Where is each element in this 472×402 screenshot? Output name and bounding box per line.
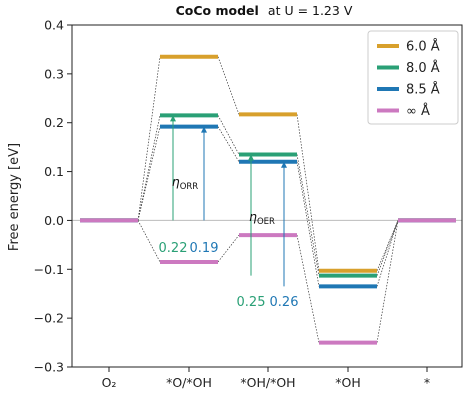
connector-line (296, 154, 320, 276)
connector-line (376, 220, 399, 276)
eta-subscript: OER (257, 217, 275, 227)
y-tick-label: −0.2 (34, 311, 64, 326)
connector-line (137, 220, 161, 263)
legend-entry-label: 8.0 Å (406, 60, 440, 76)
x-tick-label: * (424, 375, 430, 390)
eta-subscript: ORR (180, 182, 199, 192)
y-tick-label: 0.0 (44, 213, 64, 228)
chart-title-rest: at U = 1.23 V (268, 3, 353, 18)
eta-label: ηOER (249, 209, 275, 227)
plot-area: 0.22 0.190.25 0.26ηORRηOER−0.3−0.2−0.10.00… (34, 18, 463, 390)
overpotential-arrowhead (201, 126, 207, 133)
connector-line (376, 220, 399, 287)
y-tick-label: −0.1 (34, 262, 64, 277)
eta-symbol: η (249, 209, 257, 224)
overpotential-value-label: 0.26 (270, 295, 299, 310)
y-tick-label: 0.4 (44, 18, 64, 33)
x-tick-label: *OH/*OH (240, 375, 295, 390)
y-axis-label: Free energy [eV] (7, 143, 22, 251)
eta-symbol: η (172, 174, 180, 189)
y-tick-label: 0.2 (44, 115, 64, 130)
chart-title: CoCo model at U = 1.23 V (176, 0, 353, 19)
legend-frame (367, 30, 459, 125)
svg-text:CoCo model at U = 1.23 V: CoCo model at U = 1.23 V (176, 0, 353, 19)
connector-line (376, 220, 399, 343)
overpotential-value-label: 0.22 (159, 241, 188, 256)
x-tick-label: *OH (335, 375, 361, 390)
x-tick-label: O₂ (102, 375, 117, 390)
connector-line (217, 115, 240, 155)
y-tick-label: −0.3 (34, 360, 64, 375)
connector-line (376, 220, 399, 271)
legend: 6.0 Å 8.0 Å 8.5 Å ∞ Å (367, 30, 459, 125)
connector-line (137, 56, 161, 221)
overpotential-value-label: 0.25 (237, 295, 266, 310)
chart-title-bold: CoCo model (176, 3, 259, 18)
y-tick-label: 0.3 (44, 66, 64, 81)
connector-line (137, 126, 161, 221)
overpotential-arrowhead (170, 115, 176, 122)
y-tick-label: 0.1 (44, 164, 64, 179)
overpotential-value-label: 0.19 (190, 241, 219, 256)
plot-frame (71, 24, 463, 368)
connector-line (296, 161, 320, 287)
connector-line (296, 114, 320, 271)
connector-line (137, 115, 161, 221)
overpotential-arrowhead (248, 154, 254, 161)
connector-line (217, 126, 240, 162)
connector-line (217, 56, 240, 115)
overpotential-arrowhead (281, 161, 287, 168)
legend-entry-label: ∞ Å (406, 103, 430, 119)
legend-entry-label: 8.5 Å (406, 82, 440, 98)
legend-entry-label: 6.0 Å (406, 39, 440, 55)
connector-line (296, 235, 320, 343)
x-tick-label: *O/*OH (166, 375, 212, 390)
eta-label: ηORR (172, 174, 199, 192)
connector-line (217, 234, 240, 263)
